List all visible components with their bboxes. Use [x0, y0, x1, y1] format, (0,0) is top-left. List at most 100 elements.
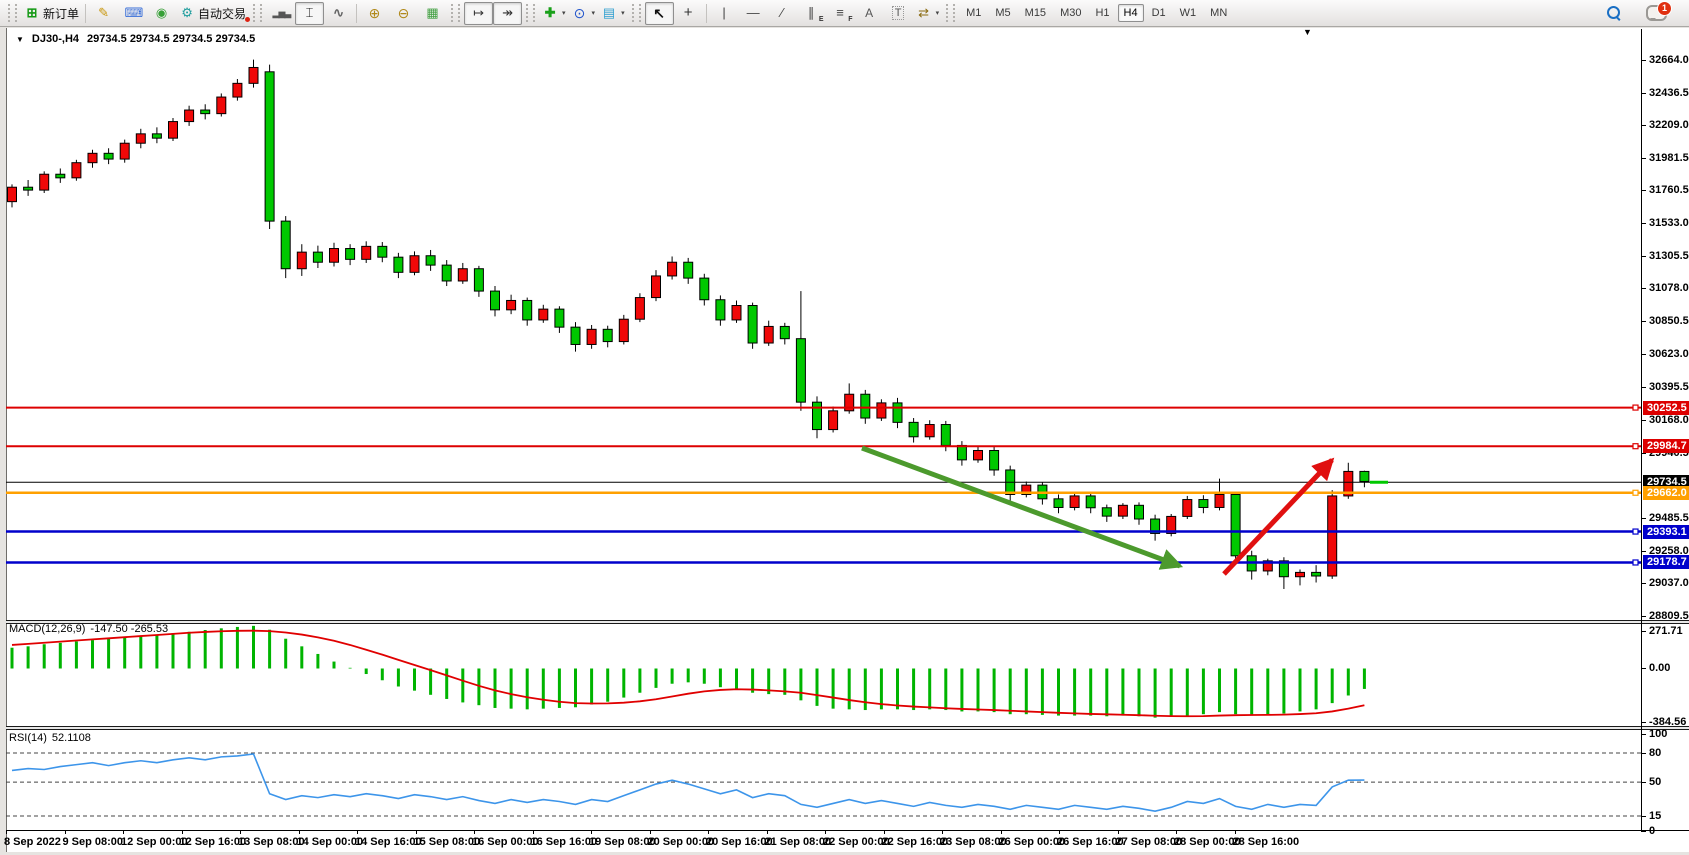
indicators-button[interactable]: ✚ ▾: [539, 2, 569, 25]
time-tick-mark: [649, 830, 651, 834]
new-order-button[interactable]: ⊞ 新订单: [21, 2, 82, 25]
time-tick-label: 26 Sep 00:00: [998, 836, 1066, 848]
time-tick-mark: [357, 830, 358, 834]
crayon-button[interactable]: ✎: [89, 2, 118, 25]
time-tick-mark: [1059, 830, 1060, 834]
fibonacci-button[interactable]: ≡ F: [826, 2, 855, 25]
periods-button-caret[interactable]: ▾: [591, 10, 596, 17]
arrows-tool-button[interactable]: ⇄ ▾: [913, 2, 943, 25]
rsi-tick-mark: [1641, 816, 1646, 818]
bars-chart-button[interactable]: ▂▅▃: [266, 2, 295, 25]
indicators-icon: ✚: [544, 5, 556, 20]
signal-button[interactable]: ◉: [147, 2, 176, 25]
auto-trading-icon: ⚙: [179, 5, 195, 21]
indicators-button-caret[interactable]: ▾: [562, 10, 566, 17]
horizontal-line-button[interactable]: —: [739, 2, 768, 25]
candles-chart-button[interactable]: ⌶: [295, 1, 325, 25]
toolbar-separator: [705, 3, 707, 23]
price-tick-mark: [1641, 125, 1646, 127]
macd-values: -147.50 -265.53: [90, 623, 169, 635]
chart-shift-button[interactable]: ↠: [493, 1, 523, 25]
new-order-icon: ⊞: [26, 5, 38, 20]
crosshair-button[interactable]: +: [674, 2, 703, 25]
chart-symbol-title: DJ30-,H4: [31, 33, 79, 45]
price-tick-label: 31078.0: [1649, 282, 1689, 295]
line-chart-button[interactable]: ∿: [324, 2, 353, 25]
channel-button[interactable]: ∥ E: [797, 2, 826, 25]
toolbar-grip[interactable]: [451, 4, 461, 22]
price-tick-label: 30850.5: [1649, 315, 1689, 328]
trend-line-button[interactable]: ∕: [768, 2, 797, 25]
time-tick-label: 23 Sep 08:00: [940, 836, 1007, 848]
toolbar-grip[interactable]: [253, 4, 263, 22]
price-axis-line: [1641, 29, 1642, 830]
text-button[interactable]: A: [855, 2, 884, 25]
chart-expand-icon[interactable]: ▼: [1303, 27, 1312, 37]
price-tick-mark: [1641, 419, 1646, 421]
auto-scroll-button[interactable]: ↦: [464, 1, 494, 25]
time-tick-label: 21 Sep 08:00: [764, 836, 832, 848]
toolbar-separator: [85, 3, 87, 23]
timeframe-button-mn[interactable]: MN: [1210, 7, 1228, 19]
resistance-line-1-badge: 30252.5: [1643, 400, 1689, 415]
zoom-out-button[interactable]: ⊖: [389, 2, 418, 25]
arrows-tool-button-caret[interactable]: ▾: [935, 10, 940, 17]
templates-button-caret[interactable]: ▾: [621, 10, 625, 17]
time-tick-label: 19 Sep 08:00: [589, 836, 656, 848]
time-tick-label: 16 Sep 16:00: [530, 836, 598, 848]
time-tick-mark: [708, 830, 709, 834]
time-tick-label: 28 Sep 16:00: [1232, 836, 1300, 848]
text-label-button[interactable]: T: [884, 2, 913, 25]
timeframe-button-w1[interactable]: W1: [1179, 7, 1197, 19]
timeframe-button-m1[interactable]: M1: [966, 7, 982, 19]
arrows-tool-icon: ⇄: [918, 5, 930, 20]
time-tick-label: 13 Sep 08:00: [238, 836, 305, 848]
time-tick-mark: [1176, 830, 1177, 834]
periods-icon: ⊙: [573, 5, 586, 21]
search-button[interactable]: [1599, 2, 1628, 25]
toolbar-grip[interactable]: [8, 4, 17, 22]
time-tick-label: 20 Sep 00:00: [647, 836, 715, 848]
periods-button[interactable]: ⊙ ▾: [569, 2, 599, 25]
vertical-line-button[interactable]: |: [710, 2, 739, 25]
terminal-button[interactable]: ⌨: [118, 2, 147, 25]
auto-trading-button[interactable]: ⚙ 自动交易: [176, 2, 249, 25]
rsi-tick-label: 50: [1649, 776, 1662, 789]
timeframe-button-m30[interactable]: M30: [1060, 7, 1082, 19]
macd-tick-label: 271.71: [1649, 624, 1683, 637]
toolbar: ⊞ 新订单 ✎ ⌨ ◉ ⚙ 自动交易 ▂▅▃ ⌶ ∿ ⊕ ⊖ ▦ ↦ ↠ ✚ ▾ ⊙ ▾ ▤ ▾ ↖ + | — ∕ ∥ E ≡ F A T ⇄…: [0, 0, 1689, 27]
rsi-label: RSI(14): [9, 732, 47, 744]
hline-icon: —: [746, 5, 760, 20]
main-macd-separator[interactable]: [6, 620, 1689, 624]
chart-collapse-icon[interactable]: ▼: [16, 34, 24, 44]
toolbar-grip[interactable]: [946, 4, 956, 22]
tile-windows-button[interactable]: ▦: [418, 2, 447, 25]
zoom-in-button[interactable]: ⊕: [360, 2, 389, 25]
notifications-button[interactable]: 1: [1642, 1, 1672, 25]
cursor-button[interactable]: ↖: [644, 1, 674, 25]
macd-rsi-separator[interactable]: [6, 726, 1689, 730]
timeframe-button-m5[interactable]: M5: [995, 7, 1011, 19]
toolbar-grip[interactable]: [631, 4, 641, 22]
templates-button[interactable]: ▤ ▾: [598, 2, 628, 25]
price-tick-label: 32436.5: [1649, 86, 1689, 99]
timeframe-button-h4[interactable]: H4: [1117, 4, 1144, 22]
timeframe-button-m15[interactable]: M15: [1024, 7, 1047, 19]
timeframe-button-d1[interactable]: D1: [1151, 7, 1166, 19]
support-line-2-badge: 29178.7: [1643, 555, 1689, 570]
price-tick-mark: [1641, 59, 1646, 61]
toolbar-separator: [356, 3, 358, 23]
timeframe-button-h1[interactable]: H1: [1095, 7, 1110, 19]
channel-icon: ∥: [807, 5, 815, 20]
text-label-icon: T: [891, 6, 905, 20]
time-tick-mark: [883, 830, 885, 834]
rsi-tick-label: 15: [1649, 810, 1662, 823]
tile-windows-icon: ▦: [426, 5, 439, 20]
macd-tick-label: 0.00: [1649, 662, 1671, 675]
price-tick-label: 32209.0: [1649, 119, 1689, 132]
price-tick-label: 31981.5: [1649, 152, 1689, 165]
toolbar-grip[interactable]: [526, 4, 536, 22]
time-tick-label: 22 Sep 00:00: [823, 836, 890, 848]
price-tick-label: 30395.5: [1649, 380, 1689, 393]
